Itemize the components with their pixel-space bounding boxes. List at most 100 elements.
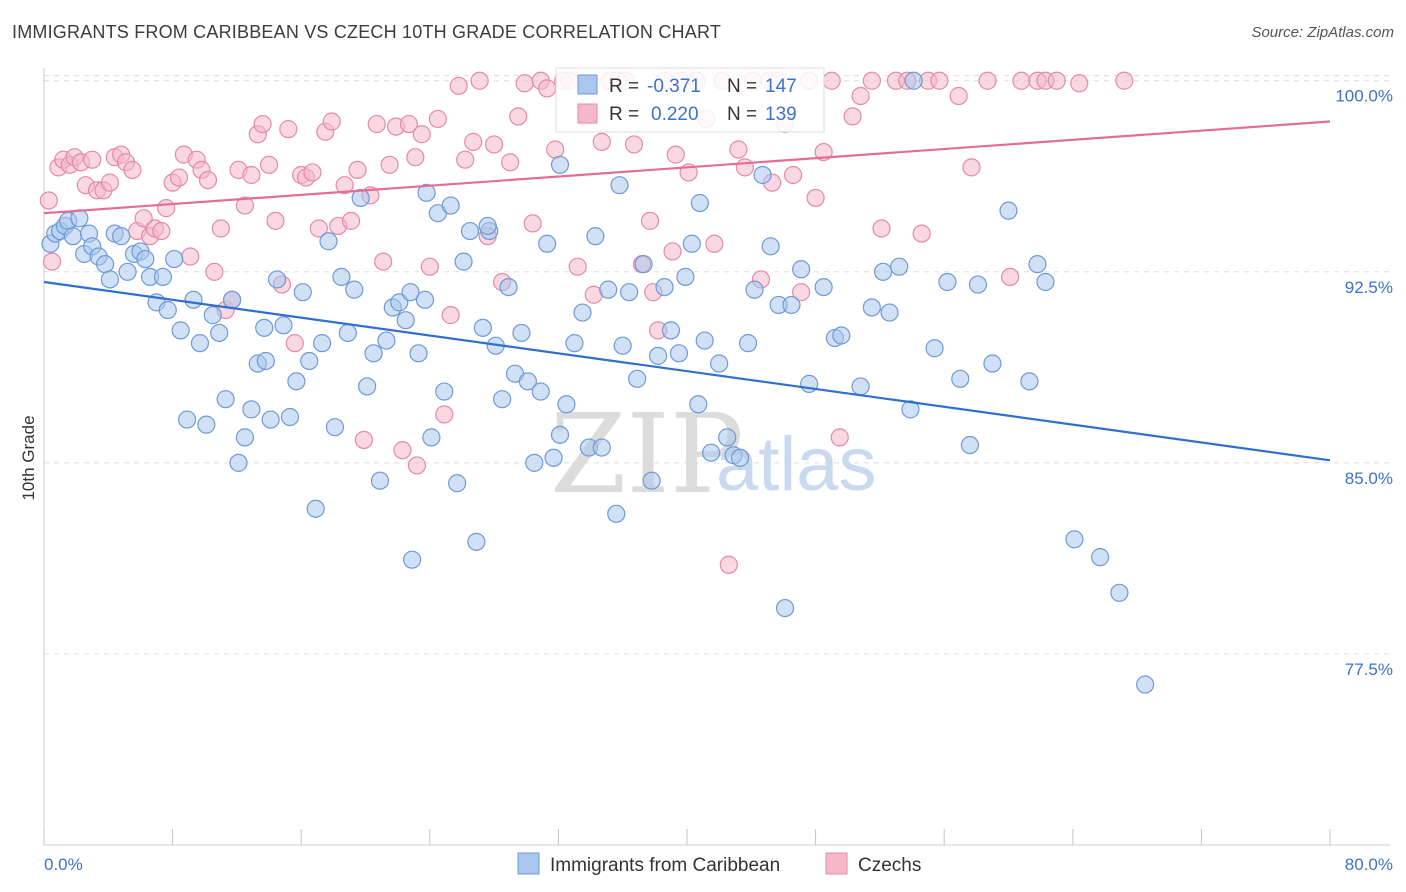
caribbean-point bbox=[557, 395, 576, 414]
czech-point bbox=[259, 155, 279, 174]
czech-point bbox=[266, 211, 285, 230]
czech-point bbox=[380, 155, 399, 174]
czech-point bbox=[912, 224, 931, 243]
caribbean-trend-line bbox=[43, 280, 1331, 462]
legend-label-caribbean: Immigrants from Caribbean bbox=[550, 855, 780, 876]
y-tick-label: 77.5% bbox=[1345, 660, 1393, 679]
czech-point bbox=[441, 306, 460, 325]
caribbean-point bbox=[676, 267, 695, 286]
y-tick-label: 85.0% bbox=[1345, 469, 1393, 488]
caribbean-point bbox=[782, 295, 801, 315]
caribbean-point bbox=[1136, 675, 1155, 694]
czech-point bbox=[285, 334, 304, 353]
stats-box: R = -0.371 N = 147 R = 0.220 N = 139 bbox=[555, 67, 825, 133]
caribbean-point bbox=[467, 532, 486, 551]
caribbean-point bbox=[634, 255, 653, 274]
caribbean-point bbox=[454, 252, 473, 271]
czech-point bbox=[523, 214, 542, 233]
czech-point bbox=[1047, 71, 1066, 90]
czech-point bbox=[509, 107, 528, 126]
czech-point bbox=[157, 199, 176, 218]
czech-point bbox=[822, 71, 841, 90]
czech-point bbox=[134, 209, 153, 228]
caribbean-point bbox=[599, 280, 618, 299]
caribbean-point bbox=[184, 290, 203, 309]
czech-point bbox=[449, 76, 468, 95]
caribbean-point bbox=[153, 267, 173, 286]
caribbean-point bbox=[312, 334, 332, 353]
caribbean-point bbox=[235, 428, 255, 447]
caribbean-point bbox=[573, 303, 592, 322]
stats-pink-r-value: 0.220 bbox=[651, 104, 699, 125]
czech-point bbox=[719, 555, 738, 574]
caribbean-point bbox=[136, 249, 155, 269]
legend-swatch-czechs bbox=[825, 852, 848, 875]
caribbean-point bbox=[874, 262, 893, 281]
czech-point bbox=[568, 257, 587, 276]
czech-point bbox=[335, 176, 354, 195]
caribbean-point bbox=[95, 255, 115, 274]
caribbean-point bbox=[306, 499, 325, 518]
caribbean-point bbox=[753, 165, 772, 185]
czech-point bbox=[374, 252, 393, 271]
caribbean-point bbox=[422, 428, 441, 447]
caribbean-point bbox=[682, 234, 701, 253]
caribbean-point bbox=[592, 438, 611, 457]
czech-point bbox=[39, 191, 58, 210]
caribbean-point bbox=[550, 155, 570, 174]
caribbean-point bbox=[832, 326, 851, 345]
caribbean-point bbox=[222, 290, 242, 309]
caribbean-point bbox=[210, 323, 229, 343]
czech-point bbox=[962, 158, 981, 177]
czech-point bbox=[420, 257, 439, 276]
stats-pink-n-label: N = bbox=[727, 104, 757, 125]
czech-point bbox=[592, 132, 611, 151]
caribbean-point bbox=[351, 188, 370, 208]
caribbean-point bbox=[300, 351, 319, 371]
caribbean-point bbox=[586, 227, 605, 246]
czech-point bbox=[1115, 71, 1134, 90]
caribbean-point bbox=[216, 390, 235, 409]
watermark: ZIP atlas bbox=[550, 390, 877, 518]
caribbean-point bbox=[607, 504, 626, 523]
caribbean-point bbox=[968, 275, 988, 294]
caribbean-point bbox=[702, 443, 721, 462]
caribbean-point bbox=[613, 336, 632, 355]
caribbean-point bbox=[648, 346, 668, 365]
czech-point bbox=[851, 86, 870, 106]
caribbean-point bbox=[745, 280, 764, 299]
caribbean-point bbox=[332, 267, 351, 286]
czech-point bbox=[407, 456, 427, 475]
czech-point bbox=[464, 132, 483, 151]
czech-point bbox=[393, 441, 412, 460]
caribbean-point bbox=[880, 303, 899, 322]
caribbean-point bbox=[112, 227, 131, 246]
stats-blue-r-label: R = bbox=[609, 76, 639, 97]
chart-title: IMMIGRANTS FROM CARIBBEAN VS CZECH 10TH … bbox=[12, 22, 722, 42]
legend: Immigrants from Caribbean Czechs bbox=[517, 852, 921, 876]
stats-blue-swatch bbox=[577, 74, 598, 95]
czech-point bbox=[729, 140, 748, 159]
czech-point bbox=[235, 196, 255, 215]
y-tick-label: 92.5% bbox=[1345, 278, 1393, 297]
czech-point bbox=[169, 168, 189, 187]
caribbean-point bbox=[171, 321, 190, 340]
caribbean-point bbox=[403, 550, 422, 569]
caribbean-point bbox=[261, 410, 280, 429]
caribbean-point bbox=[478, 216, 497, 236]
caribbean-point bbox=[409, 344, 428, 363]
caribbean-point bbox=[293, 283, 312, 302]
caribbean-point bbox=[695, 331, 714, 350]
caribbean-point bbox=[267, 270, 287, 289]
caribbean-point bbox=[370, 471, 390, 490]
czech-point bbox=[640, 211, 660, 230]
legend-label-czechs: Czechs bbox=[858, 855, 921, 876]
czech-point bbox=[242, 165, 261, 185]
czech-point bbox=[862, 71, 881, 90]
x-tick-label: 0.0% bbox=[44, 855, 83, 874]
data-points bbox=[39, 71, 1155, 694]
caribbean-point bbox=[1028, 255, 1047, 274]
stats-box-frame bbox=[555, 67, 825, 133]
czech-point bbox=[843, 107, 862, 126]
